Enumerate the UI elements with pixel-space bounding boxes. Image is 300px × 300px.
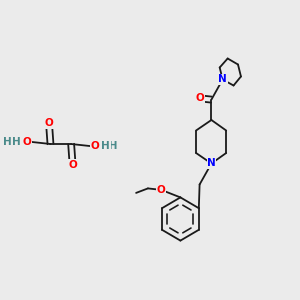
- Text: O: O: [68, 160, 77, 170]
- Text: O: O: [22, 136, 31, 147]
- Text: H: H: [101, 141, 110, 152]
- Text: O: O: [157, 185, 166, 195]
- Text: N: N: [218, 74, 227, 85]
- Text: O: O: [196, 93, 205, 103]
- Text: HO: HO: [4, 136, 21, 147]
- Text: OH: OH: [101, 141, 118, 152]
- Text: H: H: [12, 136, 20, 147]
- Text: O: O: [45, 118, 53, 128]
- Text: N: N: [207, 158, 216, 169]
- Text: O: O: [90, 141, 99, 152]
